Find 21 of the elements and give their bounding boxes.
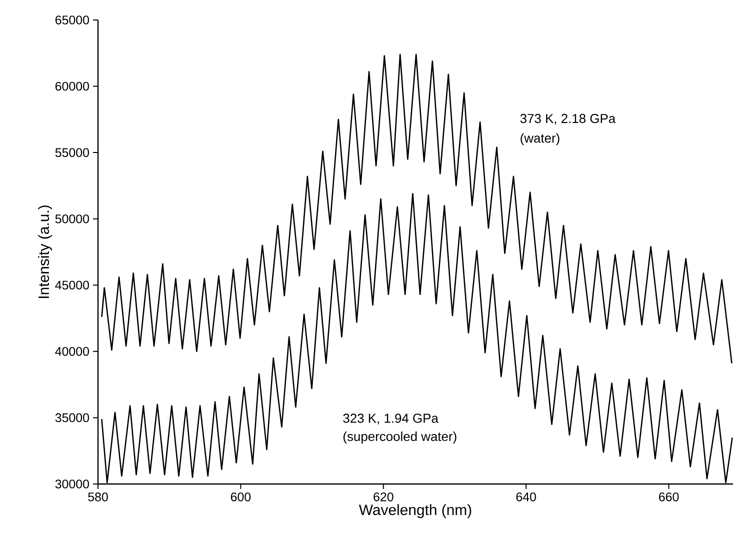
- x-tick-label: 660: [659, 492, 679, 502]
- x-tick-label: 640: [516, 492, 536, 502]
- y-tick-label: 35000: [55, 413, 89, 422]
- x-tick-label: 620: [374, 492, 394, 502]
- y-tick-label: 50000: [55, 214, 89, 224]
- y-tick-label: 30000: [55, 480, 89, 488]
- x-tick-label: 580: [88, 492, 108, 502]
- line-series: [101, 193, 733, 484]
- annotation: (supercooled water): [343, 432, 456, 444]
- y-tick-label: 45000: [55, 280, 89, 290]
- y-axis-title: Intensity (a.u.): [38, 206, 52, 298]
- x-axis-title: Wavelength (nm): [358, 504, 472, 518]
- y-tick-label: 55000: [55, 148, 89, 157]
- x-tick-label: 600: [230, 492, 251, 502]
- y-tick-label: 65000: [55, 16, 89, 24]
- annotation: (water): [520, 133, 560, 146]
- annotation: 323 K, 1.94 GPa: [343, 414, 438, 424]
- line-series: [101, 54, 732, 364]
- annotation: 373 K, 2.18 GPa: [520, 114, 616, 125]
- y-tick-label: 60000: [55, 82, 89, 91]
- y-tick-label: 40000: [55, 347, 89, 356]
